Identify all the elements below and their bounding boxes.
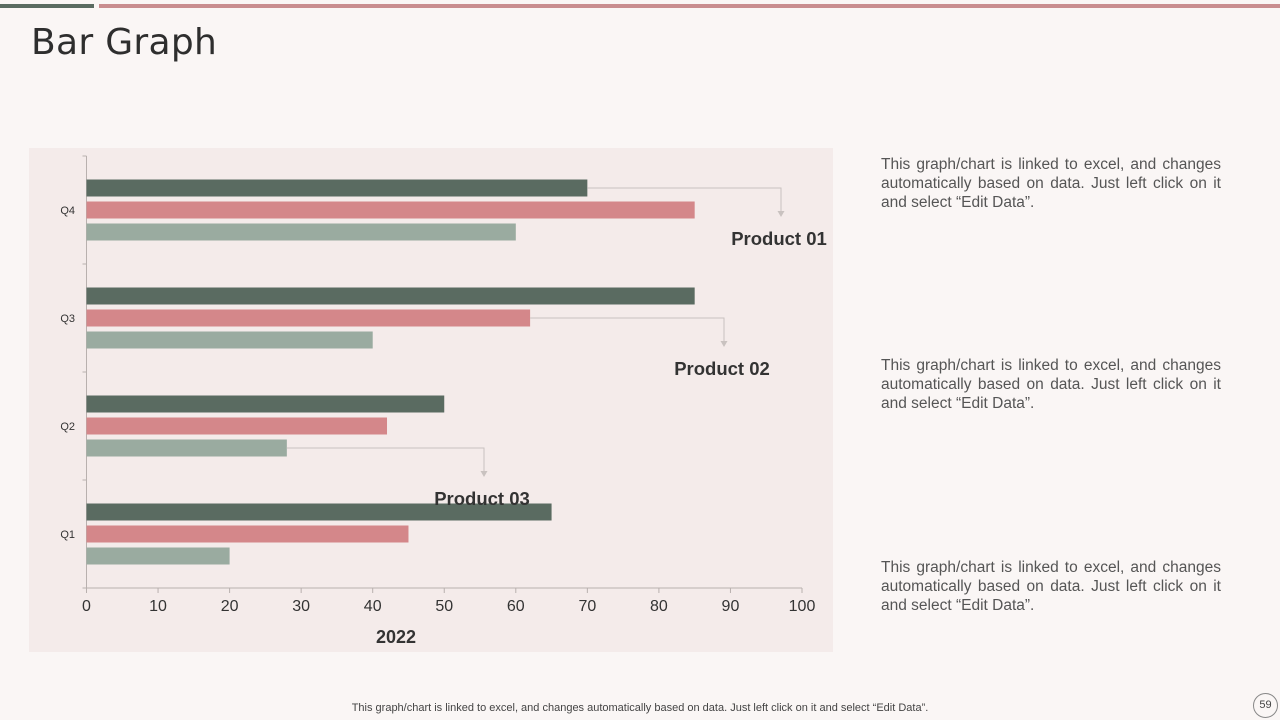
x-tick-label: 90: [722, 598, 740, 615]
callout-arrowhead: [777, 211, 785, 217]
callout-label-product-02: Product 02: [674, 358, 770, 379]
x-tick-label: 40: [364, 598, 382, 615]
bar-product-01-q3: [86, 287, 695, 305]
callout-connector: [587, 187, 782, 216]
callout-label-product-01: Product 01: [731, 228, 827, 249]
bar-product-03-q2: [86, 439, 287, 457]
page-title: Bar Graph: [31, 22, 218, 63]
bar-product-02-q4: [86, 201, 695, 219]
bar-product-03-q1: [86, 547, 230, 565]
callout-arrowhead: [480, 471, 488, 477]
y-category-label: Q4: [60, 205, 75, 217]
top-accent-bar-dark: [0, 4, 94, 8]
callout-arrowhead: [720, 341, 728, 347]
x-tick-label: 20: [221, 598, 239, 615]
bar-product-01-q1: [86, 503, 552, 521]
x-tick-label: 10: [149, 598, 167, 615]
bar-product-03-q3: [86, 331, 373, 349]
callout-connector: [530, 317, 725, 346]
x-tick-label: 30: [292, 598, 310, 615]
y-category-label: Q3: [60, 313, 75, 325]
callout-label-product-03: Product 03: [434, 488, 530, 509]
x-tick-label: 0: [82, 598, 91, 615]
bar-chart[interactable]: 0 10 20 30 40 50 60 70 80 90 100 2022 Q1 Q2 Q3 Q4 Produc…: [29, 148, 833, 652]
description-text-3: This graph/chart is linked to excel, and…: [881, 559, 1221, 614]
callout-connector: [286, 447, 485, 476]
bar-product-03-q4: [86, 223, 516, 241]
x-tick-label: 100: [789, 598, 816, 615]
x-tick-label: 50: [435, 598, 453, 615]
description-text-1: This graph/chart is linked to excel, and…: [881, 156, 1221, 211]
footer-note: This graph/chart is linked to excel, and…: [351, 702, 929, 714]
x-tick-label: 70: [578, 598, 596, 615]
bar-product-01-q2: [86, 395, 445, 413]
x-axis-title: 2022: [376, 627, 416, 647]
bar-product-02-q2: [86, 417, 388, 435]
bar-product-02-q1: [86, 525, 409, 543]
top-accent-bar-pink: [99, 4, 1280, 8]
page-number-badge: 59: [1253, 693, 1278, 718]
y-category-label: Q1: [60, 529, 75, 541]
y-category-label: Q2: [60, 421, 75, 433]
bar-product-01-q4: [86, 179, 588, 197]
x-tick-label: 80: [650, 598, 668, 615]
x-tick-label: 60: [507, 598, 525, 615]
chart-panel[interactable]: 0 10 20 30 40 50 60 70 80 90 100 2022 Q1 Q2 Q3 Q4 Produc…: [29, 148, 833, 652]
bar-product-02-q3: [86, 309, 531, 327]
description-text-2: This graph/chart is linked to excel, and…: [881, 357, 1221, 412]
